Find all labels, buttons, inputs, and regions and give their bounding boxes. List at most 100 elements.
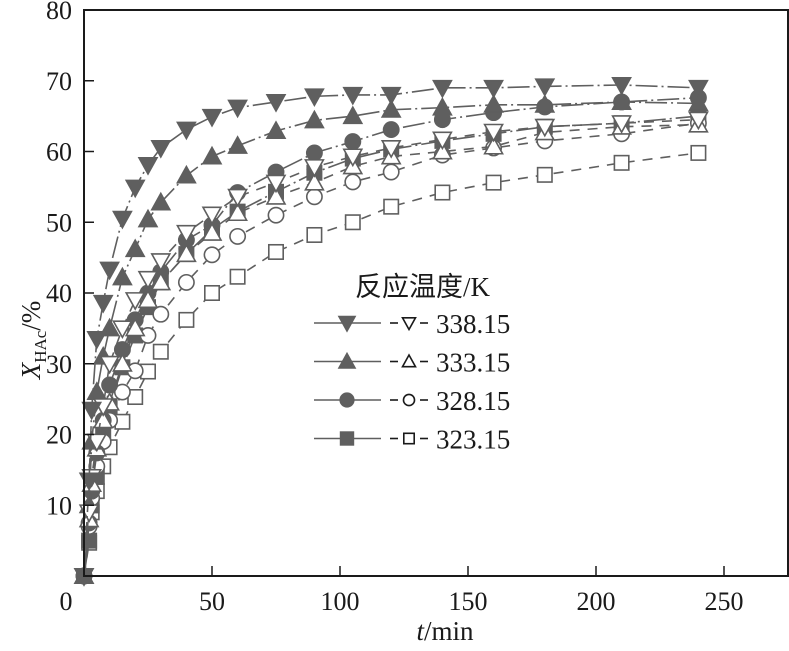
x-tick-label: 250: [705, 587, 744, 616]
legend-label: 328.15: [436, 386, 510, 416]
data-point: [150, 253, 172, 272]
data-point: [434, 184, 451, 201]
legend-entry: 338.15: [314, 309, 510, 339]
data-point: [229, 268, 246, 285]
data-point: [137, 289, 159, 309]
data-point: [483, 79, 504, 99]
legend-marker-filled: [339, 392, 355, 408]
legend-title: 反应温度/K: [355, 272, 491, 302]
data-point: [99, 261, 120, 281]
data-point: [304, 171, 325, 191]
data-point: [227, 135, 248, 154]
y-tick-label: 60: [46, 138, 72, 167]
data-point: [304, 88, 325, 107]
x-tick-label: 150: [449, 587, 488, 616]
data-point: [176, 164, 197, 184]
x-axis-label: t/min: [416, 616, 474, 646]
data-point: [201, 108, 223, 128]
legend-label: 333.15: [436, 348, 510, 378]
data-point: [265, 186, 287, 205]
data-point: [432, 131, 453, 151]
series-line: [83, 122, 699, 577]
y-tick-label: 70: [46, 67, 72, 96]
data-point: [176, 121, 197, 141]
data-point: [86, 330, 108, 350]
data-point: [611, 76, 632, 96]
data-point: [267, 243, 284, 260]
data-point: [112, 320, 133, 340]
data-point: [99, 355, 120, 375]
data-point: [265, 120, 287, 139]
data-point: [112, 266, 133, 286]
data-point: [150, 271, 172, 291]
data-point: [432, 79, 453, 99]
data-point: [152, 305, 170, 323]
y-axis-label: XHAc/%: [16, 301, 50, 381]
data-point: [124, 179, 146, 199]
legend: 反应温度/K 338.15 333.15 328.15 323.15: [314, 272, 510, 455]
y-tick-label: 10: [46, 491, 72, 520]
data-point: [152, 343, 169, 360]
data-point: [344, 173, 362, 191]
data-point: [150, 191, 172, 211]
data-point: [227, 188, 248, 208]
data-point: [534, 78, 556, 98]
data-point: [113, 383, 131, 401]
data-point: [124, 292, 146, 311]
legend-label: 338.15: [436, 309, 510, 339]
data-point: [483, 94, 504, 113]
legend-entry: 328.15: [314, 386, 510, 416]
data-point: [380, 86, 402, 106]
data-point: [382, 163, 400, 181]
y-tick-label: 50: [46, 208, 72, 237]
legend-marker-open: [401, 353, 417, 368]
x-tick-label: 0: [60, 587, 73, 616]
legend-label: 323.15: [436, 425, 510, 455]
data-point: [137, 208, 159, 228]
series-333.15-open: [73, 113, 709, 584]
data-point: [137, 156, 159, 176]
data-point: [177, 273, 195, 291]
y-tick-label: 80: [46, 0, 72, 25]
data-point: [137, 270, 159, 290]
data-point: [382, 121, 400, 139]
data-point: [267, 206, 285, 224]
series-line: [83, 84, 699, 577]
data-point: [342, 148, 364, 168]
data-point: [204, 284, 221, 301]
legend-marker-open: [402, 393, 416, 407]
data-point: [112, 353, 133, 372]
data-point: [201, 206, 223, 226]
data-point: [124, 238, 146, 258]
data-point: [611, 91, 632, 110]
series-line: [83, 118, 699, 577]
data-point: [690, 144, 707, 161]
data-point: [176, 243, 197, 263]
data-point: [534, 118, 556, 138]
legend-entry: 333.15: [314, 348, 510, 378]
data-point: [201, 145, 223, 165]
data-point: [203, 246, 221, 264]
legend-marker-open: [402, 432, 415, 445]
data-point: [81, 401, 103, 421]
legend-marker-open: [401, 317, 417, 332]
data-point: [536, 166, 553, 183]
data-point: [304, 109, 325, 129]
data-point: [688, 92, 709, 112]
series-line: [83, 123, 699, 577]
series-line: [83, 115, 699, 577]
data-point: [304, 159, 325, 178]
data-point: [305, 144, 323, 162]
data-point: [176, 224, 197, 244]
data-point: [101, 376, 119, 394]
data-point: [92, 409, 114, 429]
legend-entry: 323.15: [314, 425, 510, 455]
axes: 0 50 100 150 200 250 10 20 30 40 50 60 70 80: [46, 0, 789, 616]
y-tick-label: 30: [46, 350, 72, 379]
data-point: [344, 214, 361, 231]
data-point: [380, 99, 402, 118]
series-line: [83, 101, 699, 577]
data-point: [227, 202, 248, 222]
data-point: [92, 294, 114, 314]
data-point: [432, 96, 453, 116]
